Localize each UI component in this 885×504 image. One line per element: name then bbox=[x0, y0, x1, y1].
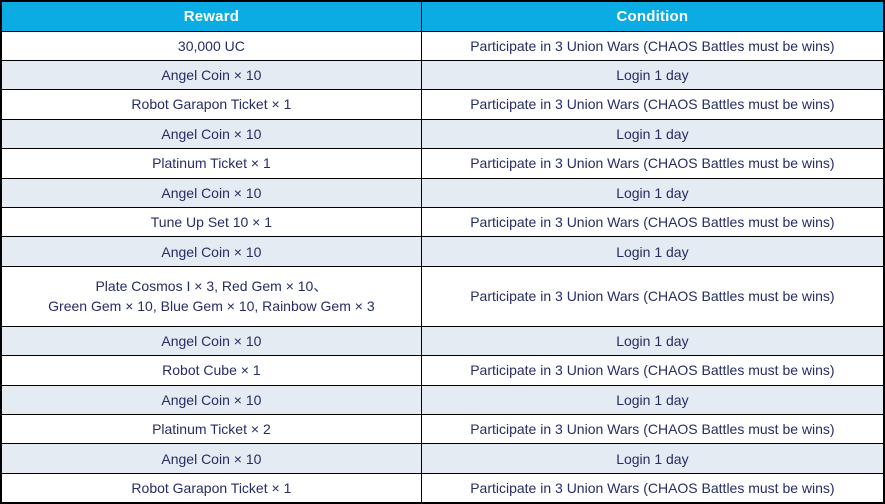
reward-cell: Angel Coin × 10 bbox=[0, 177, 422, 209]
condition-cell: Login 1 day bbox=[420, 325, 885, 357]
condition-cell: Login 1 day bbox=[420, 236, 885, 267]
table-row: 30,000 UC Participate in 3 Union Wars (CH… bbox=[0, 30, 885, 61]
table-body: 30,000 UC Participate in 3 Union Wars (CH… bbox=[0, 30, 885, 504]
table-row: Platinum Ticket × 2 Participate in 3 Unio… bbox=[0, 414, 885, 445]
condition-cell: Participate in 3 Union Wars (CHAOS Battl… bbox=[420, 30, 885, 61]
table-row: Robot Cube × 1 Participate in 3 Union War… bbox=[0, 355, 885, 386]
table-row: Angel Coin × 10 Login 1 day bbox=[0, 118, 885, 150]
condition-cell: Login 1 day bbox=[420, 118, 885, 150]
condition-column-header: Condition bbox=[420, 0, 885, 32]
reward-cell: Angel Coin × 10 bbox=[0, 384, 422, 416]
reward-cell: Angel Coin × 10 bbox=[0, 236, 422, 267]
condition-cell: Participate in 3 Union Wars (CHAOS Battl… bbox=[420, 355, 885, 386]
table-row: Tune Up Set 10 × 1 Participate in 3 Union… bbox=[0, 207, 885, 238]
reward-cell: Angel Coin × 10 bbox=[0, 118, 422, 150]
table-header-row: Reward Condition bbox=[0, 0, 885, 32]
table-row: Angel Coin × 10 Login 1 day bbox=[0, 443, 885, 474]
table-row: Robot Garapon Ticket × 1 Participate in 3… bbox=[0, 89, 885, 120]
condition-cell: Participate in 3 Union Wars (CHAOS Battl… bbox=[420, 148, 885, 179]
condition-cell: Participate in 3 Union Wars (CHAOS Battl… bbox=[420, 472, 885, 504]
condition-cell: Login 1 day bbox=[420, 443, 885, 474]
condition-cell: Login 1 day bbox=[420, 177, 885, 209]
condition-cell: Participate in 3 Union Wars (CHAOS Battl… bbox=[420, 207, 885, 238]
table-row: Angel Coin × 10 Login 1 day bbox=[0, 177, 885, 209]
table-row: Robot Garapon Ticket × 1 Participate in 3… bbox=[0, 472, 885, 504]
reward-cell: Tune Up Set 10 × 1 bbox=[0, 207, 422, 238]
condition-cell: Login 1 day bbox=[420, 59, 885, 91]
reward-cell: 30,000 UC bbox=[0, 30, 422, 61]
table-row: Plate Cosmos I × 3, Red Gem × 10、 Green … bbox=[0, 265, 885, 327]
reward-cell: Angel Coin × 10 bbox=[0, 443, 422, 474]
reward-cell: Platinum Ticket × 2 bbox=[0, 414, 422, 445]
table-row: Angel Coin × 10 Login 1 day bbox=[0, 384, 885, 416]
condition-cell: Participate in 3 Union Wars (CHAOS Battl… bbox=[420, 414, 885, 445]
condition-cell: Participate in 3 Union Wars (CHAOS Battl… bbox=[420, 89, 885, 120]
reward-cell: Robot Garapon Ticket × 1 bbox=[0, 89, 422, 120]
table-row: Angel Coin × 10 Login 1 day bbox=[0, 59, 885, 91]
reward-cell: Robot Garapon Ticket × 1 bbox=[0, 472, 422, 504]
reward-cell: Angel Coin × 10 bbox=[0, 59, 422, 91]
reward-cell: Plate Cosmos I × 3, Red Gem × 10、 Green … bbox=[0, 265, 422, 327]
reward-cell: Platinum Ticket × 1 bbox=[0, 148, 422, 179]
reward-cell: Robot Cube × 1 bbox=[0, 355, 422, 386]
reward-cell: Angel Coin × 10 bbox=[0, 325, 422, 357]
condition-cell: Login 1 day bbox=[420, 384, 885, 416]
condition-cell: Participate in 3 Union Wars (CHAOS Battl… bbox=[420, 265, 885, 327]
table-row: Platinum Ticket × 1 Participate in 3 Unio… bbox=[0, 148, 885, 179]
table-row: Angel Coin × 10 Login 1 day bbox=[0, 325, 885, 357]
table-row: Angel Coin × 10 Login 1 day bbox=[0, 236, 885, 267]
reward-column-header: Reward bbox=[0, 0, 422, 32]
